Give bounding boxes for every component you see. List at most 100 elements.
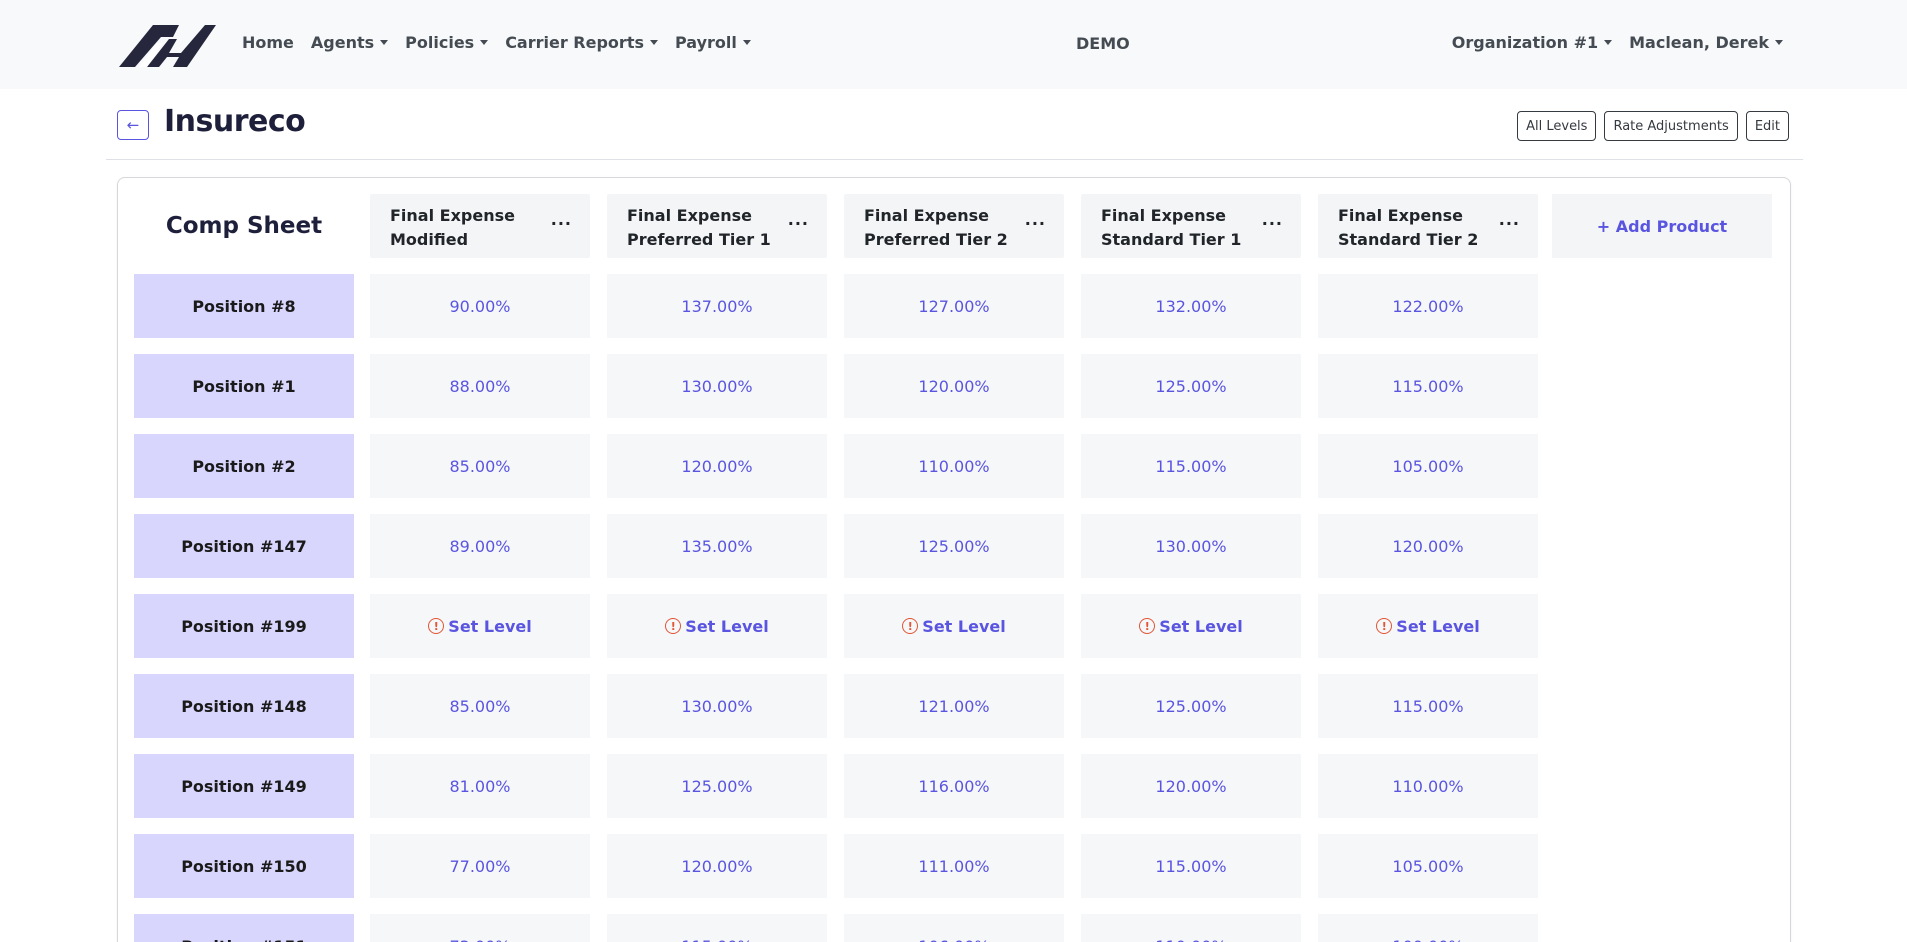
nav-home-label: Home [242,33,294,52]
nav-carrier-reports-dropdown[interactable]: Carrier Reports [505,33,658,52]
rate-cell[interactable]: 130.00% [607,674,827,738]
set-level-button[interactable]: ! Set Level [370,594,590,658]
set-level-label: Set Level [685,616,769,636]
position-label: Position #151 [134,914,354,942]
rate-cell[interactable]: 130.00% [1081,514,1301,578]
caret-down-icon [649,40,658,45]
position-label: Position #2 [134,434,354,498]
rate-cell[interactable]: 81.00% [370,754,590,818]
warning-circle-icon: ! [428,618,445,634]
rate-cell[interactable]: 88.00% [370,354,590,418]
rate-cell[interactable]: 85.00% [370,674,590,738]
back-button[interactable]: ← [117,110,149,140]
organization-dropdown[interactable]: Organization #1 [1452,33,1613,52]
rate-cell[interactable]: 132.00% [1081,274,1301,338]
position-label: Position #148 [134,674,354,738]
rate-cell[interactable]: 110.00% [844,434,1064,498]
rate-cell[interactable]: 89.00% [370,514,590,578]
set-level-label: Set Level [448,616,532,636]
nav-home[interactable]: Home [242,33,294,52]
environment-label: DEMO [1076,34,1130,53]
rate-cell[interactable]: 120.00% [607,434,827,498]
rate-cell[interactable]: 106.00% [844,914,1064,942]
product-header-label: Final Expense Standard Tier 2 [1338,206,1479,249]
set-level-label: Set Level [1396,616,1480,636]
rate-cell[interactable]: 120.00% [844,354,1064,418]
rate-cell[interactable]: 120.00% [1318,514,1538,578]
arrow-left-icon: ← [126,116,140,134]
edit-button[interactable]: Edit [1745,111,1789,141]
product-header-final-expense-standard-tier-1[interactable]: Final Expense Standard Tier 1 ··· [1081,194,1301,258]
rate-cell[interactable]: 105.00% [1318,834,1538,898]
warning-circle-icon: ! [1139,618,1156,634]
nav-payroll-dropdown[interactable]: Payroll [675,33,751,52]
warning-circle-icon: ! [902,618,919,634]
rate-cell[interactable]: 121.00% [844,674,1064,738]
all-levels-button[interactable]: All Levels [1517,111,1597,141]
rate-cell[interactable]: 135.00% [607,514,827,578]
rate-cell[interactable]: 125.00% [1081,354,1301,418]
rate-cell[interactable]: 127.00% [844,274,1064,338]
rate-cell[interactable]: 110.00% [1081,914,1301,942]
nav-carrier-reports-label: Carrier Reports [505,33,644,52]
nav-policies-label: Policies [405,33,475,52]
set-level-button[interactable]: ! Set Level [844,594,1064,658]
rate-cell[interactable]: 85.00% [370,434,590,498]
rate-adjustments-button[interactable]: Rate Adjustments [1604,111,1738,141]
caret-down-icon [1604,40,1613,45]
user-name-label: Maclean, Derek [1629,33,1769,52]
rate-cell[interactable]: 73.00% [370,914,590,942]
rate-cell[interactable]: 115.00% [1081,434,1301,498]
rate-cell[interactable]: 137.00% [607,274,827,338]
rate-cell[interactable]: 125.00% [607,754,827,818]
caret-down-icon [1775,40,1783,45]
top-navbar: Home Agents Policies Carrier Reports Pay… [0,0,1907,89]
more-options-icon[interactable]: ··· [787,214,809,233]
main-nav: Home Agents Policies Carrier Reports Pay… [242,33,768,52]
set-level-label: Set Level [1159,616,1243,636]
rate-cell[interactable]: 130.00% [607,354,827,418]
page-title: Insureco [164,104,306,139]
rate-cell[interactable]: 125.00% [1081,674,1301,738]
position-label: Position #1 [134,354,354,418]
rate-cell[interactable]: 115.00% [607,914,827,942]
rate-cell[interactable]: 120.00% [607,834,827,898]
rate-cell[interactable]: 111.00% [844,834,1064,898]
more-options-icon[interactable]: ··· [550,214,572,233]
rate-cell[interactable]: 120.00% [1081,754,1301,818]
set-level-button[interactable]: ! Set Level [607,594,827,658]
position-label: Position #147 [134,514,354,578]
product-header-final-expense-modified[interactable]: Final Expense Modified ··· [370,194,590,258]
header-divider [106,159,1803,160]
rate-cell[interactable]: 122.00% [1318,274,1538,338]
caret-down-icon [742,40,751,45]
rate-cell[interactable]: 77.00% [370,834,590,898]
brand-logo-icon[interactable] [117,21,218,69]
rate-cell[interactable]: 110.00% [1318,754,1538,818]
rate-cell[interactable]: 105.00% [1318,434,1538,498]
rate-cell[interactable]: 90.00% [370,274,590,338]
rate-cell[interactable]: 115.00% [1318,674,1538,738]
rate-cell[interactable]: 116.00% [844,754,1064,818]
set-level-button[interactable]: ! Set Level [1081,594,1301,658]
product-header-label: Final Expense Modified [390,206,515,249]
add-product-button[interactable]: + Add Product [1552,194,1772,258]
rate-cell[interactable]: 100.00% [1318,914,1538,942]
position-label: Position #199 [134,594,354,658]
set-level-label: Set Level [922,616,1006,636]
nav-agents-dropdown[interactable]: Agents [311,33,389,52]
product-header-final-expense-preferred-tier-1[interactable]: Final Expense Preferred Tier 1 ··· [607,194,827,258]
rate-cell[interactable]: 115.00% [1081,834,1301,898]
product-header-final-expense-standard-tier-2[interactable]: Final Expense Standard Tier 2 ··· [1318,194,1538,258]
product-header-label: Final Expense Preferred Tier 2 [864,206,1008,249]
more-options-icon[interactable]: ··· [1024,214,1046,233]
user-dropdown[interactable]: Maclean, Derek [1629,33,1783,52]
product-header-final-expense-preferred-tier-2[interactable]: Final Expense Preferred Tier 2 ··· [844,194,1064,258]
nav-policies-dropdown[interactable]: Policies [405,33,489,52]
more-options-icon[interactable]: ··· [1498,214,1520,233]
account-nav: Organization #1 Maclean, Derek [1435,33,1783,52]
rate-cell[interactable]: 125.00% [844,514,1064,578]
rate-cell[interactable]: 115.00% [1318,354,1538,418]
set-level-button[interactable]: ! Set Level [1318,594,1538,658]
more-options-icon[interactable]: ··· [1261,214,1283,233]
